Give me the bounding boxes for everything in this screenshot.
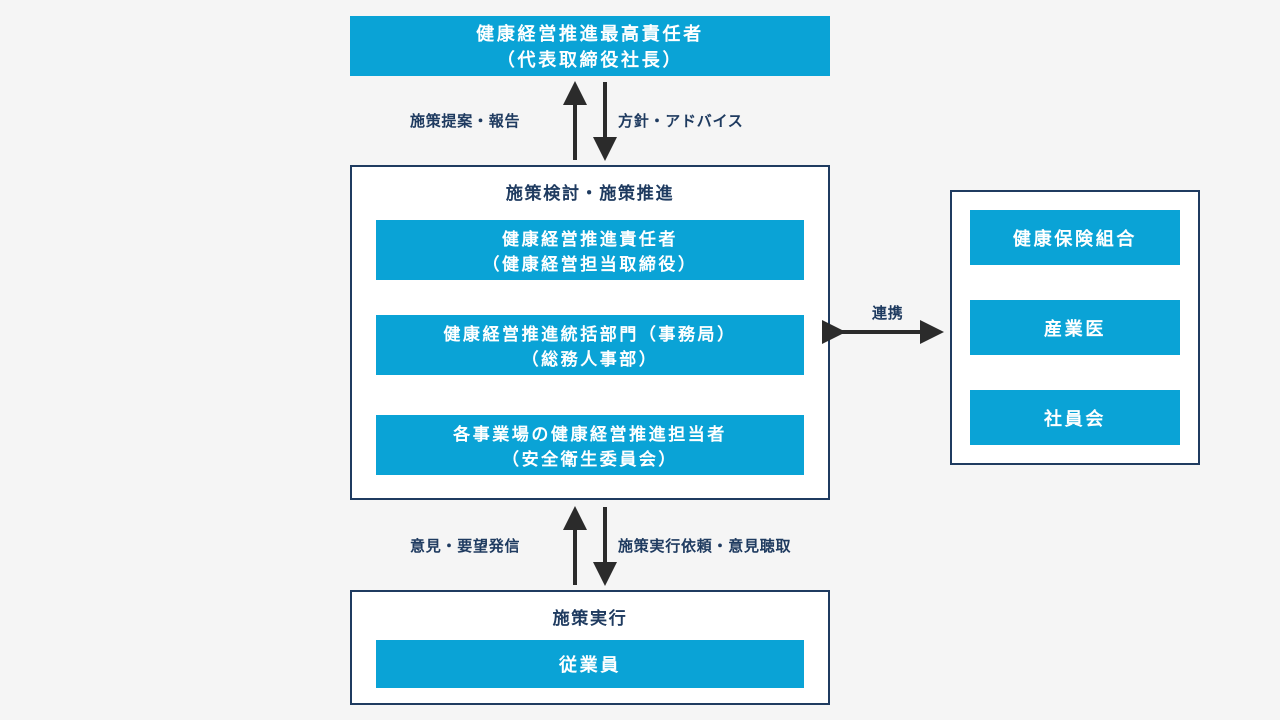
node-middle-a-line1: 健康経営推進責任者: [502, 225, 678, 250]
node-middle-b: 健康経営推進統括部門（事務局） （総務人事部）: [376, 315, 804, 375]
node-right-a: 健康保険組合: [970, 210, 1180, 265]
node-top-line1: 健康経営推進最高責任者: [476, 20, 704, 46]
node-middle-a-line2: （健康経営担当取締役）: [482, 250, 697, 275]
node-top-line2: （代表取締役社長）: [497, 46, 683, 72]
node-middle-b-line1: 健康経営推進統括部門（事務局）: [443, 320, 736, 345]
node-right-b: 産業医: [970, 300, 1180, 355]
node-right-c-line1: 社員会: [1044, 405, 1106, 431]
node-middle-c-line2: （安全衛生委員会）: [502, 445, 678, 470]
node-middle-b-line2: （総務人事部）: [522, 345, 659, 370]
node-bottom-title: 施策実行: [352, 604, 828, 629]
edge-label-bot-right: 施策実行依頼・意見聴取: [618, 535, 791, 556]
node-right-c: 社員会: [970, 390, 1180, 445]
node-middle-a: 健康経営推進責任者 （健康経営担当取締役）: [376, 220, 804, 280]
node-bottom-inner: 従業員: [376, 640, 804, 688]
node-top: 健康経営推進最高責任者 （代表取締役社長）: [350, 16, 830, 76]
node-middle-c: 各事業場の健康経営推進担当者 （安全衛生委員会）: [376, 415, 804, 475]
node-middle-title: 施策検討・施策推進: [352, 179, 828, 204]
node-right-a-line1: 健康保険組合: [1013, 225, 1137, 251]
edge-label-top-right: 方針・アドバイス: [618, 110, 744, 131]
edge-label-bot-left: 意見・要望発信: [410, 535, 520, 556]
node-bottom-inner-line1: 従業員: [559, 651, 621, 677]
edge-label-right: 連携: [872, 302, 904, 323]
node-right-b-line1: 産業医: [1044, 315, 1106, 341]
edge-label-top-left: 施策提案・報告: [410, 110, 520, 131]
node-middle-c-line1: 各事業場の健康経営推進担当者: [453, 420, 727, 445]
